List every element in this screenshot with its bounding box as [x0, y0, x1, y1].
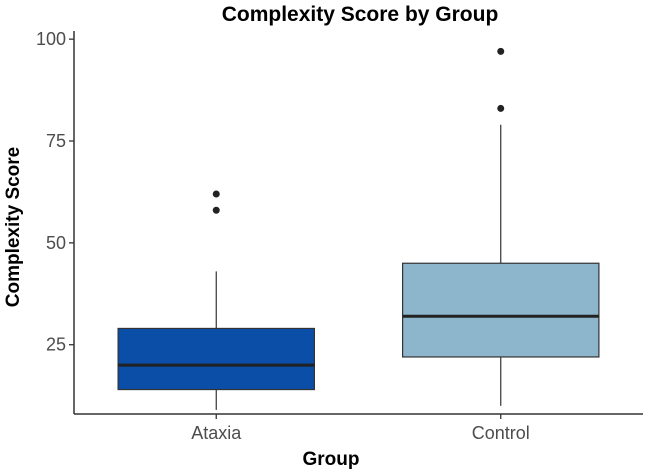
- outlier-point: [212, 206, 220, 214]
- x-tick-label: Ataxia: [191, 423, 242, 443]
- x-axis-title: Group: [303, 449, 360, 470]
- outlier-point: [497, 104, 505, 112]
- y-tick-label: 75: [46, 131, 66, 151]
- y-axis-title: Complexity Score: [3, 147, 24, 308]
- plot-area: 25 50 75 100 Ataxia Control: [36, 29, 643, 443]
- x-tick-label: Control: [472, 423, 530, 443]
- y-tick-label: 100: [36, 29, 66, 49]
- box-ataxia: [117, 327, 316, 391]
- y-tick-label: 25: [46, 335, 66, 355]
- outlier-point: [497, 47, 505, 55]
- outlier-point: [212, 190, 220, 198]
- y-tick-label: 50: [46, 233, 66, 253]
- chart-title: Complexity Score by Group: [222, 3, 499, 26]
- box-control: [401, 262, 600, 358]
